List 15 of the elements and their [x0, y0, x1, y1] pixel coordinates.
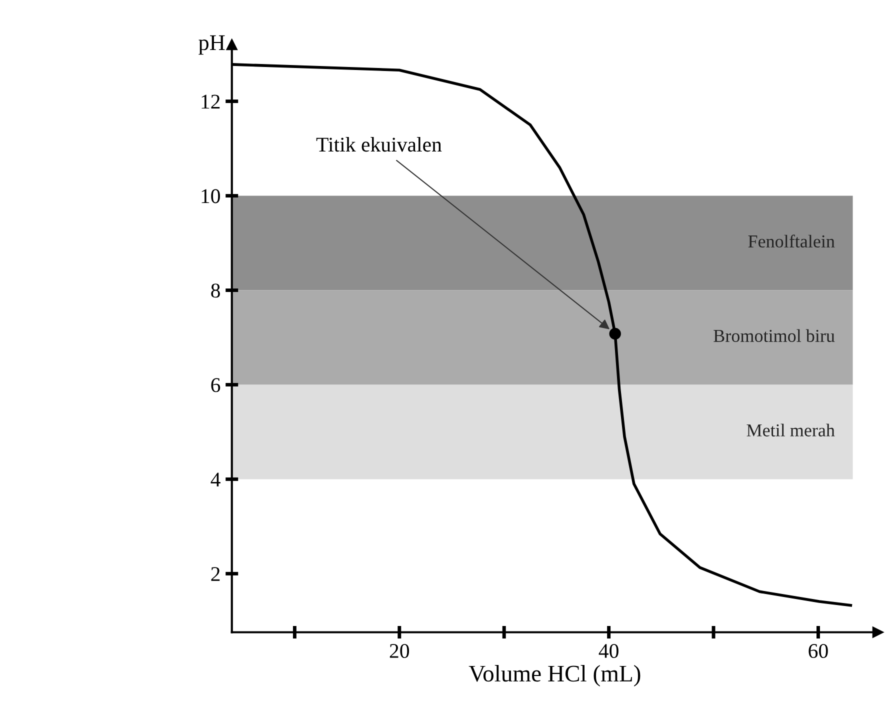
- band-label: Metil merah: [746, 424, 835, 436]
- y-tick-label: 2: [211, 567, 220, 581]
- x-axis-title: Volume HCl (mL): [468, 665, 640, 686]
- band-label: Fenolftalein: [748, 234, 835, 248]
- x-tick-label: 20: [390, 644, 410, 658]
- band-label: Bromotimol biru: [714, 329, 835, 342]
- y-tick-label: 6: [211, 378, 220, 392]
- x-tick-label: 60: [808, 644, 828, 658]
- annotation: Titik ekuivalen: [316, 137, 442, 152]
- y-axis-title: pH: [198, 35, 225, 55]
- y-tick-label: 4: [210, 472, 220, 486]
- x-tick-label: 40: [598, 644, 618, 658]
- y-tick-label: 8: [211, 284, 220, 298]
- y-tick-label: 12: [202, 94, 220, 109]
- y-tick-label: 10: [202, 189, 220, 204]
